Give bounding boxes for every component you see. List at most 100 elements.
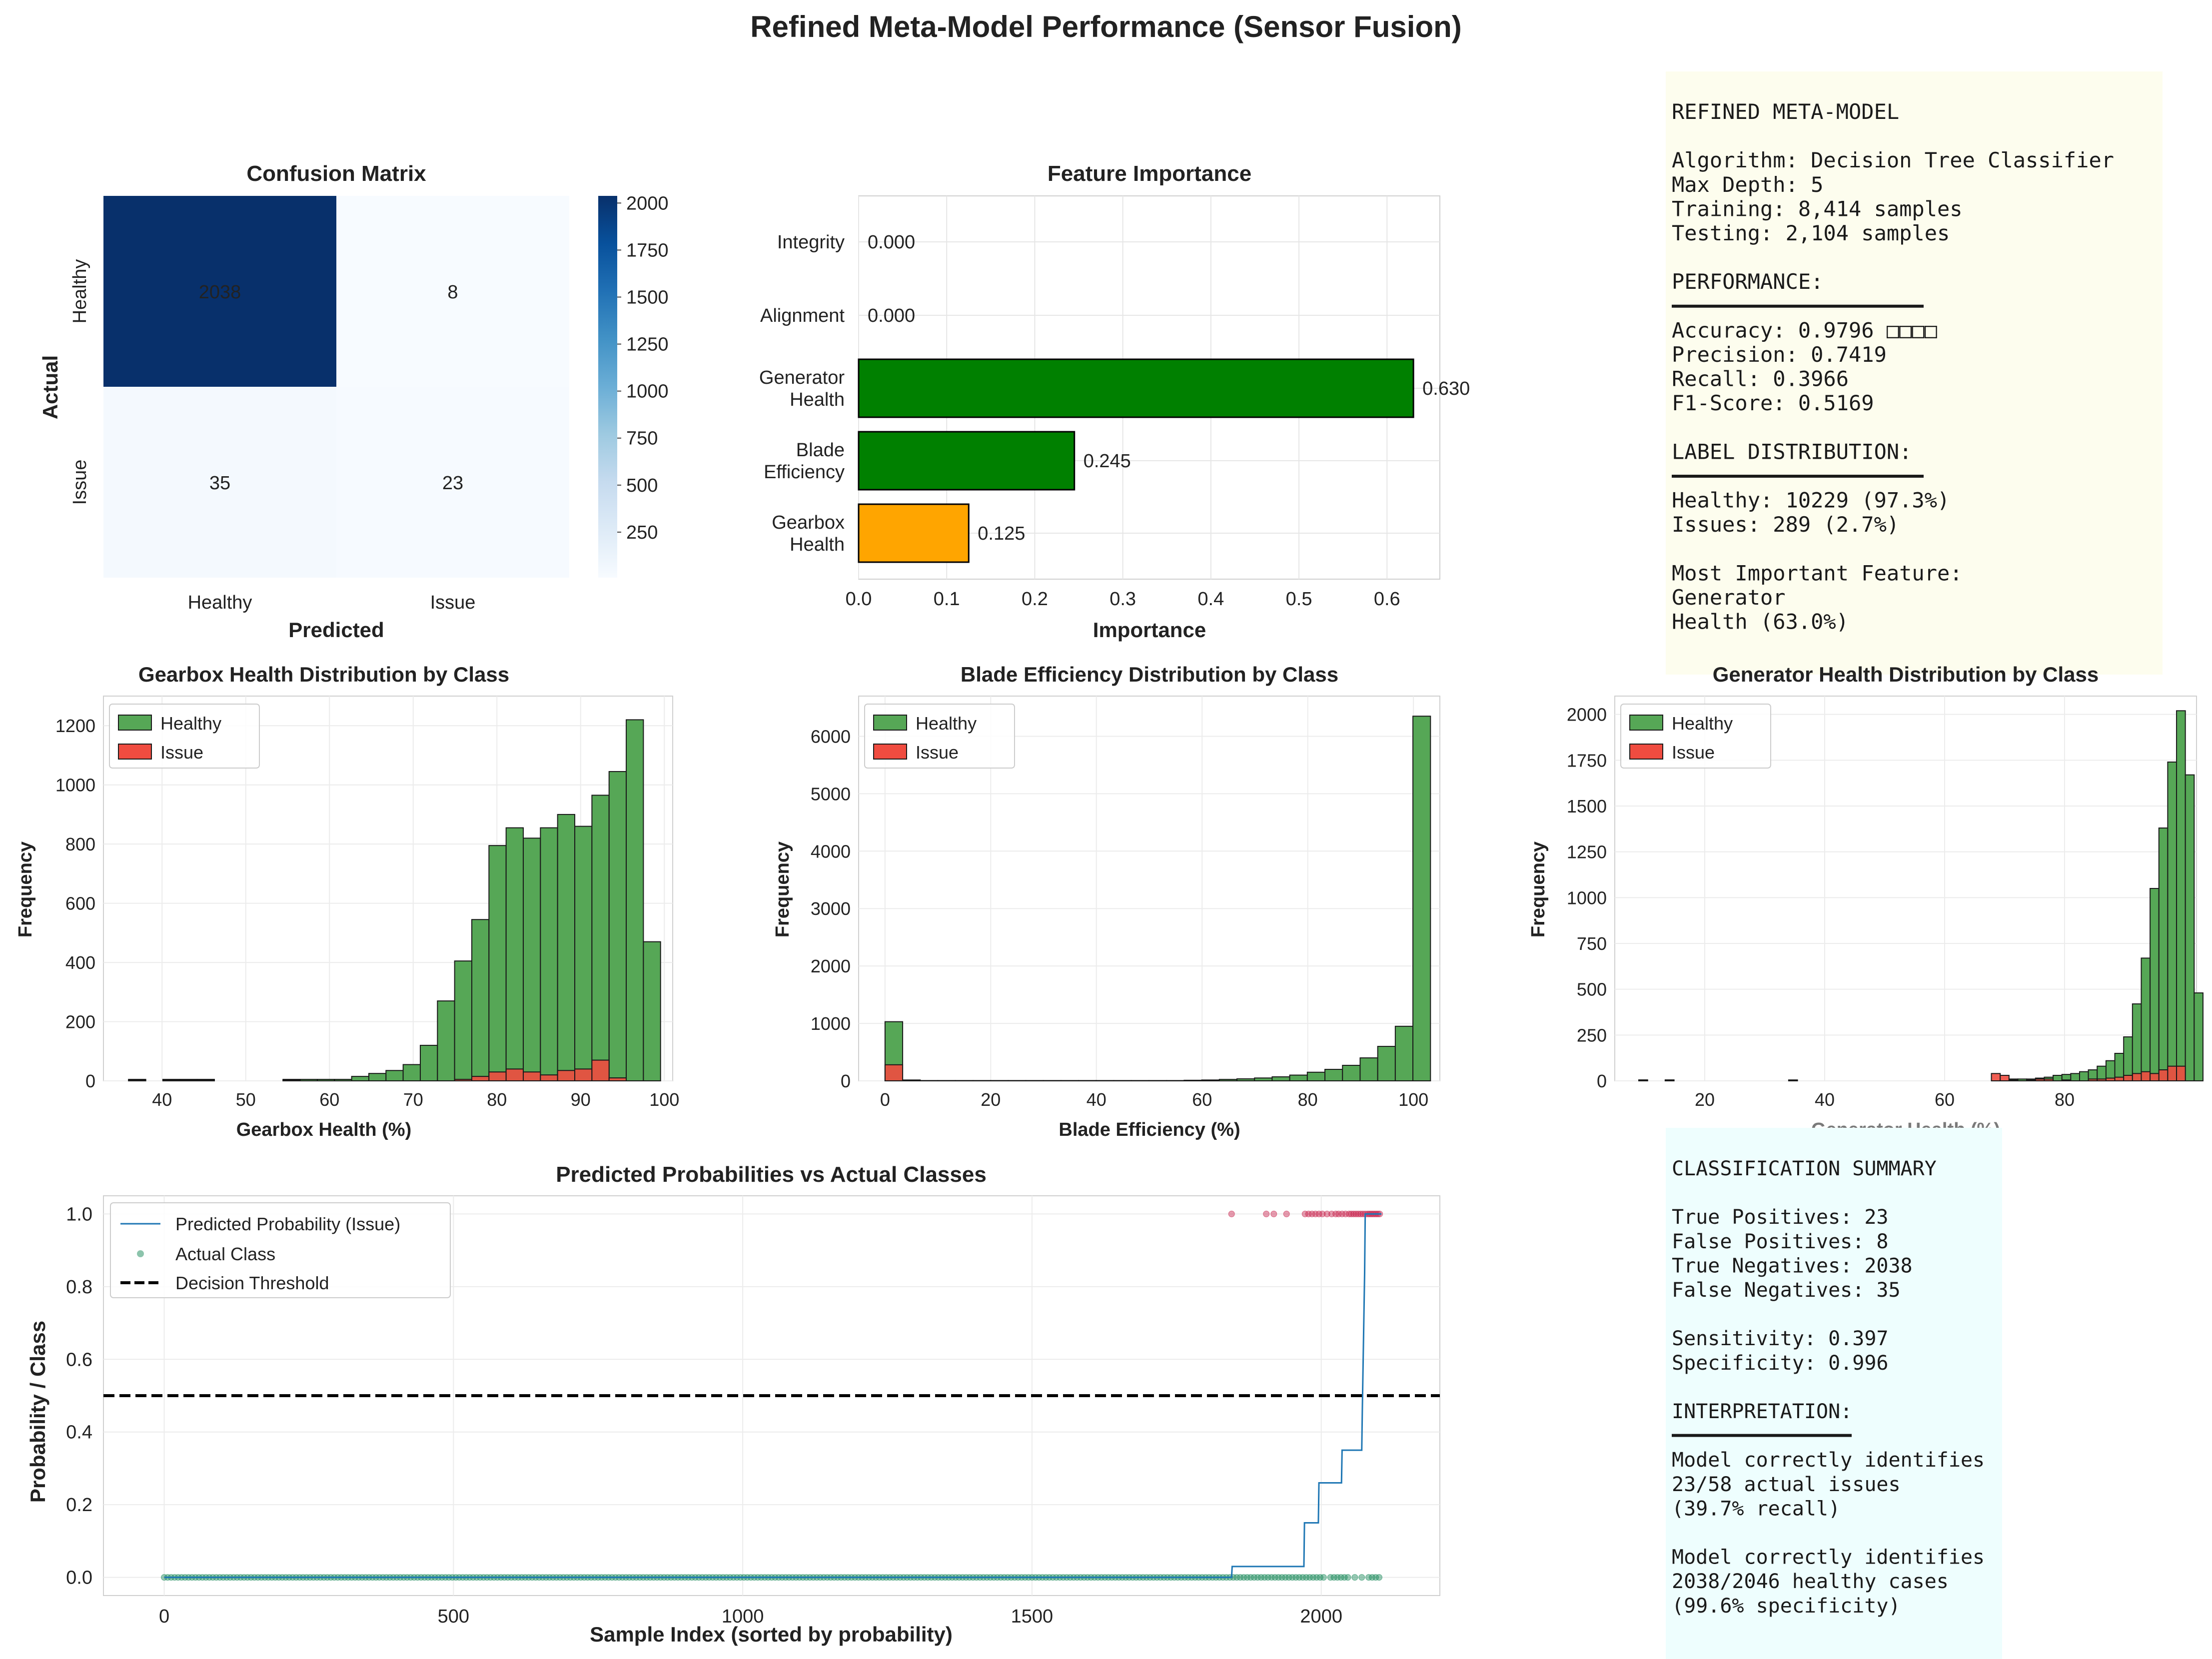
fi-bar: [858, 431, 1076, 491]
fi-xtick: 0.0: [846, 589, 872, 610]
actual-class-point: [1375, 1574, 1382, 1581]
healthy-bar: [1359, 1057, 1378, 1081]
legend-label-issue: Issue: [1672, 742, 1715, 763]
healthy-bar: [1271, 1076, 1290, 1082]
panel-line: F1-Score: 0.5169: [1672, 391, 1874, 415]
healthy-bar: [1289, 1074, 1308, 1082]
cm-cell: [103, 387, 336, 578]
fi-xtick: 0.1: [934, 589, 960, 610]
issue-bar: [2097, 1078, 2107, 1081]
actual-class-point: [1237, 1574, 1244, 1581]
fi-category-line: Gearbox: [772, 512, 845, 533]
fi-category-line: Integrity: [777, 232, 845, 253]
healthy-bar: [316, 1079, 335, 1082]
issue-bar: [179, 1079, 198, 1082]
fi-category-line: Generator: [759, 367, 845, 388]
colorbar: [598, 196, 617, 578]
healthy-bar: [2167, 762, 2178, 1081]
blade-hist-title: Blade Efficiency Distribution by Class: [961, 663, 1338, 686]
fi-category-label: Gearbox Health: [772, 512, 845, 555]
hist-ytick: 0: [85, 1071, 95, 1091]
actual-class-point: [1355, 1210, 1362, 1217]
hist-xtick: 80: [487, 1089, 507, 1110]
gearbox-hist-ylabel: Frequency: [15, 841, 36, 937]
colorbar-tick: 750: [626, 428, 658, 449]
healthy-bar: [523, 837, 541, 1082]
hist-xtick: 20: [981, 1089, 1001, 1110]
hist-ytick: 600: [65, 893, 95, 914]
blade-histogram: Blade Efficiency Distribution by Class B…: [772, 663, 1440, 1140]
actual-class-point: [1296, 1574, 1303, 1581]
colorbar-tick: 1250: [626, 334, 669, 355]
issue-bar: [162, 1079, 181, 1082]
gearbox-hist-xlabel: Gearbox Health (%): [236, 1119, 412, 1140]
panel-line: Issues: 289 (2.7%): [1672, 512, 1899, 537]
cm-ytick: Healthy: [69, 259, 90, 324]
actual-class-point: [1358, 1574, 1365, 1581]
actual-class-point: [1305, 1210, 1312, 1217]
healthy-bar: [299, 1079, 318, 1082]
actual-class-point: [1345, 1210, 1352, 1217]
issue-bar: [2176, 1065, 2186, 1082]
actual-class-point: [1308, 1210, 1315, 1217]
hist-ytick: 0: [1597, 1071, 1607, 1091]
healthy-bar: [1078, 1080, 1097, 1081]
healthy-bar: [1201, 1079, 1220, 1082]
panel-line: CLASSIFICATION SUMMARY: [1672, 1157, 1937, 1180]
actual-class-point: [1270, 1210, 1277, 1217]
hist-xtick: 0: [880, 1089, 890, 1110]
healthy-bar: [471, 919, 490, 1081]
actual-class-point: [1316, 1574, 1323, 1581]
panel-line: True Negatives: 2038: [1672, 1254, 1913, 1277]
healthy-bar: [972, 1080, 992, 1081]
issue-bar: [1638, 1079, 1648, 1082]
issue-bar: [557, 1070, 576, 1082]
prob-xtick: 1000: [722, 1606, 764, 1627]
issue-bar: [884, 1064, 904, 1081]
hist-xtick: 50: [236, 1089, 256, 1110]
actual-class-point: [1313, 1574, 1320, 1581]
prob-ytick: 0.2: [66, 1495, 92, 1516]
actual-class-point: [1247, 1574, 1254, 1581]
issue-bar: [2026, 1079, 2036, 1082]
fi-category-label: Blade Efficiency: [764, 440, 845, 483]
classification-summary-panel: [1666, 1128, 2002, 1659]
hist-xtick: 40: [152, 1089, 172, 1110]
healthy-bar: [437, 1000, 455, 1081]
hist-xtick: 90: [571, 1089, 591, 1110]
panel-line: 2038/2046 healthy cases: [1672, 1570, 1949, 1593]
healthy-bar: [1130, 1080, 1149, 1081]
panel-rule-text: ━━━━━━━━━━━━━━━: [1671, 1425, 1853, 1448]
hist-xtick: 70: [403, 1089, 423, 1110]
panel-line: Max Depth: 5: [1672, 172, 1823, 197]
healthy-bar: [1254, 1077, 1273, 1081]
healthy-bar: [1394, 1025, 1414, 1081]
healthy-bar: [1183, 1079, 1202, 1082]
blade-hist-ylabel: Frequency: [772, 841, 793, 937]
fi-category-line: Health: [790, 534, 845, 555]
prob-ytick: 0.8: [66, 1277, 92, 1298]
hist-ytick: 800: [65, 834, 95, 854]
prob-xtick: 500: [438, 1606, 469, 1627]
hist-ytick: 0: [841, 1071, 851, 1091]
actual-class-point: [1283, 1210, 1290, 1217]
prob-legend: [110, 1202, 451, 1298]
hist-ytick: 2000: [811, 956, 851, 976]
hist-ytick: 1200: [55, 716, 95, 736]
cm-xtick: Issue: [430, 592, 476, 613]
cm-cell: [103, 196, 336, 387]
colorbar-tick: 1500: [626, 287, 669, 308]
issue-bar: [591, 1059, 610, 1082]
legend-label-prob: Predicted Probability (Issue): [175, 1214, 400, 1234]
hist-ytick: 500: [1577, 979, 1607, 1000]
prob-ytick: 1.0: [66, 1204, 92, 1225]
actual-class-point: [1303, 1574, 1310, 1581]
panel-line: PERFORMANCE:: [1672, 269, 1823, 294]
actual-class-point: [1271, 1574, 1278, 1581]
healthy-bar: [2158, 828, 2169, 1081]
issue-bar: [2000, 1075, 2010, 1081]
actual-class-point: [1301, 1210, 1308, 1217]
cm-cell-value: 8: [447, 282, 458, 303]
actual-class-point: [1337, 1574, 1344, 1581]
